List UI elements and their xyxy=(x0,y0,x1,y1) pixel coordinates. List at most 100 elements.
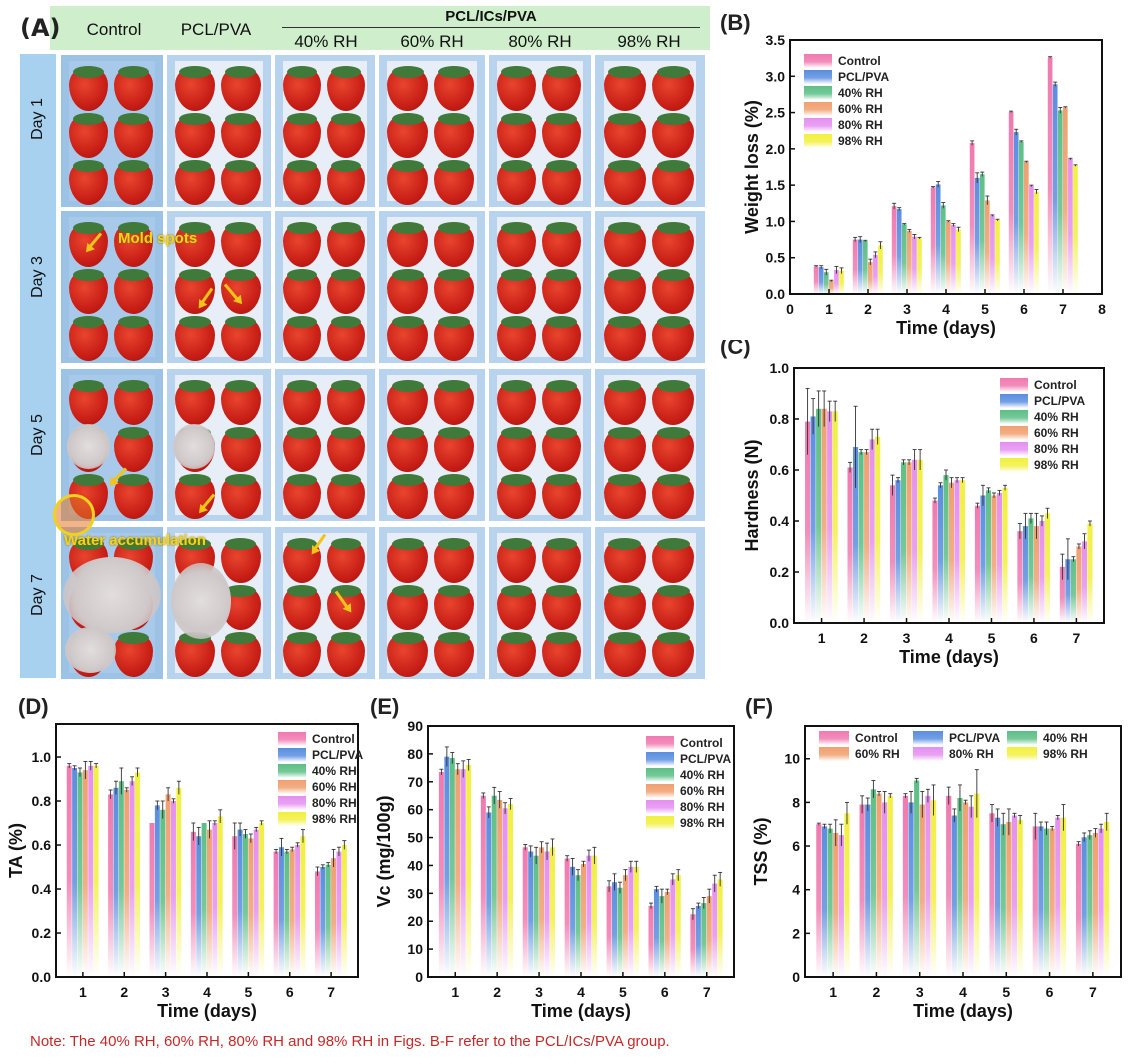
legend-swatch xyxy=(646,736,674,750)
strawberry-leaf xyxy=(225,65,257,78)
bar-60-rh-day-5 xyxy=(622,875,628,977)
bar-80-rh-day-4 xyxy=(968,806,974,977)
legend-label: 40% RH xyxy=(312,764,357,778)
y-tick-label: 2.5 xyxy=(766,105,786,121)
bar-60-rh-day-5 xyxy=(248,838,254,977)
bar-98-rh-day-7 xyxy=(1087,523,1093,623)
strawberry-leaf xyxy=(73,112,104,125)
photo-80-rh-day-7 xyxy=(488,526,592,680)
legend-swatch xyxy=(804,54,832,68)
photo-pcl-pva-day-1 xyxy=(166,54,272,208)
y-tick-label: 80 xyxy=(407,746,423,762)
x-tick-label: 4 xyxy=(959,984,967,1000)
bar-control-day-3 xyxy=(889,485,896,623)
bar-60-rh-day-4 xyxy=(949,482,955,623)
bar-98-rh-day-4 xyxy=(960,480,966,623)
strawberry-leaf xyxy=(546,473,577,487)
strawberry-leaf xyxy=(391,537,424,550)
strawberry-leaf xyxy=(546,584,577,597)
bar-80-rh-day-7 xyxy=(336,851,342,977)
bar-80-rh-day-1 xyxy=(460,769,466,977)
bar-control-day-3 xyxy=(522,847,528,977)
bar-80-rh-day-7 xyxy=(1098,828,1104,977)
strawberry-leaf xyxy=(179,221,211,234)
bar-pcl-pva-day-3 xyxy=(908,802,914,977)
bar-40-rh-day-3 xyxy=(901,224,907,294)
bar-98-rh-day-1 xyxy=(93,765,99,977)
bar-80-rh-day-6 xyxy=(295,845,301,977)
bar-pcl-pva-day-7 xyxy=(1081,837,1087,977)
strawberry-leaf xyxy=(225,426,257,439)
y-tick-label: 70 xyxy=(407,774,423,790)
strawberry-leaf xyxy=(501,268,532,281)
legend-swatch xyxy=(278,796,306,810)
bar-control-day-7 xyxy=(1075,843,1082,977)
legend-swatch xyxy=(804,70,832,84)
strawberry-leaf xyxy=(179,159,211,173)
strawberry-leaf xyxy=(438,379,471,392)
legend-swatch xyxy=(1007,747,1037,761)
photo-40-rh-day-1 xyxy=(274,54,376,208)
bar-98-rh-day-3 xyxy=(176,787,182,977)
bar-98-rh-day-1 xyxy=(839,270,844,294)
strawberry-leaf xyxy=(391,221,424,234)
bar-98-rh-day-2 xyxy=(875,436,881,623)
strawberry-leaf xyxy=(287,112,317,125)
bar-80-rh-day-6 xyxy=(670,879,676,977)
bar-control-day-3 xyxy=(149,823,155,977)
x-tick-label: 1 xyxy=(829,984,837,1000)
x-tick-label: 6 xyxy=(1046,984,1054,1000)
bar-98-rh-day-5 xyxy=(1017,819,1023,977)
strawberry-leaf xyxy=(438,268,471,281)
bar-60-rh-day-4 xyxy=(581,864,587,977)
bar-pcl-pva-day-1 xyxy=(818,267,824,294)
bar-60-rh-day-3 xyxy=(907,230,912,294)
x-tick-label: 3 xyxy=(903,630,911,646)
strawberry-leaf xyxy=(118,159,149,173)
column-header-98rh: 98% RH xyxy=(617,32,681,51)
bar-40-rh-day-3 xyxy=(533,855,539,977)
bar-60-rh-day-5 xyxy=(1006,822,1012,977)
bar-pcl-pva-day-5 xyxy=(237,829,243,977)
y-tick-label: 0.0 xyxy=(766,286,786,302)
bar-98-rh-day-4 xyxy=(591,855,597,977)
bar-80-rh-day-3 xyxy=(912,236,917,294)
bar-98-rh-day-2 xyxy=(135,772,140,977)
y-tick-label: 0.0 xyxy=(32,969,52,985)
bar-pcl-pva-day-5 xyxy=(974,177,980,294)
strawberry-leaf xyxy=(656,584,690,597)
bar-40-rh-day-7 xyxy=(325,864,331,977)
strawberry-leaf xyxy=(73,65,104,78)
legend-label: 80% RH xyxy=(680,800,725,814)
legend-swatch xyxy=(913,747,943,761)
mold-patch xyxy=(63,557,161,634)
bar-control-day-7 xyxy=(1059,566,1065,623)
bar-80-rh-day-1 xyxy=(834,270,839,294)
x-tick-label: 3 xyxy=(162,984,170,1000)
strawberry-leaf xyxy=(501,159,532,173)
strawberry-leaf xyxy=(438,221,471,234)
bar-60-rh-day-5 xyxy=(985,200,990,294)
legend-label: Control xyxy=(855,731,898,745)
strawberry-leaf xyxy=(608,65,642,78)
bar-60-rh-day-7 xyxy=(331,858,337,977)
legend-swatch xyxy=(278,748,306,762)
bar-pcl-pva-day-1 xyxy=(810,416,816,623)
bar-40-rh-day-2 xyxy=(862,241,868,294)
legend-swatch xyxy=(646,800,674,814)
bar-40-rh-day-6 xyxy=(1043,828,1050,977)
bar-98-rh-day-5 xyxy=(1002,487,1008,623)
photo-pcl-pva-day-7 xyxy=(166,526,272,680)
bar-40-rh-day-6 xyxy=(1018,141,1024,294)
bar-80-rh-day-5 xyxy=(628,866,634,977)
y-tick-label: 20 xyxy=(407,913,423,929)
strawberry-leaf xyxy=(287,268,317,281)
y-tick-label: 6 xyxy=(792,838,800,854)
bar-pcl-pva-day-5 xyxy=(980,495,986,623)
x-tick-label: 3 xyxy=(916,984,924,1000)
bar-40-rh-day-2 xyxy=(870,789,876,977)
bar-40-rh-day-4 xyxy=(575,875,581,977)
x-tick-label: 6 xyxy=(1030,630,1038,646)
legend-label: PCL/PVA xyxy=(312,748,363,762)
x-axis-label: Time (days) xyxy=(531,1001,631,1021)
